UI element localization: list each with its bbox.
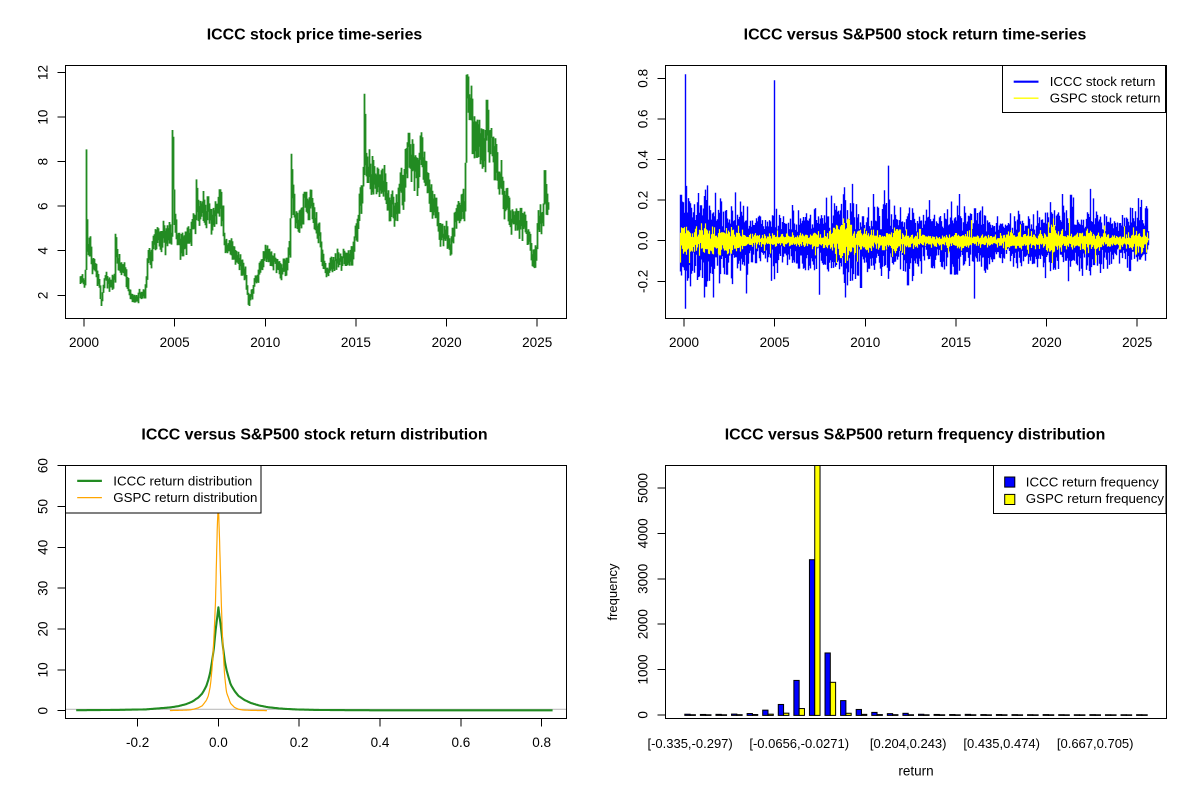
- svg-text:[0.204,0.243): [0.204,0.243): [870, 736, 947, 751]
- svg-text:2000: 2000: [669, 335, 699, 350]
- svg-text:8: 8: [35, 158, 50, 166]
- svg-text:0.4: 0.4: [635, 150, 650, 169]
- svg-text:0.4: 0.4: [371, 735, 390, 750]
- svg-text:ICCC return distribution: ICCC return distribution: [113, 473, 252, 488]
- svg-text:0.6: 0.6: [635, 110, 650, 129]
- svg-text:ICCC versus S&P500 stock retur: ICCC versus S&P500 stock return distribu…: [141, 427, 487, 444]
- svg-text:2010: 2010: [850, 335, 880, 350]
- svg-text:2020: 2020: [432, 335, 462, 350]
- svg-text:2015: 2015: [341, 335, 371, 350]
- svg-text:60: 60: [35, 458, 50, 473]
- svg-text:[0.435,0.474): [0.435,0.474): [963, 736, 1040, 751]
- svg-text:3000: 3000: [635, 564, 650, 594]
- svg-text:4: 4: [35, 246, 50, 254]
- svg-text:2025: 2025: [522, 335, 552, 350]
- svg-text:[-0.335,-0.297): [-0.335,-0.297): [647, 736, 732, 751]
- svg-text:GSPC stock return: GSPC stock return: [1050, 91, 1161, 106]
- svg-text:12: 12: [35, 65, 50, 80]
- svg-text:2005: 2005: [160, 335, 190, 350]
- svg-text:10: 10: [35, 110, 50, 125]
- svg-text:-0.2: -0.2: [126, 735, 149, 750]
- svg-text:0.8: 0.8: [532, 735, 551, 750]
- svg-text:ICCC versus S&P500 return freq: ICCC versus S&P500 return frequency dist…: [725, 427, 1106, 444]
- svg-text:0.0: 0.0: [209, 735, 228, 750]
- svg-text:2: 2: [35, 292, 50, 300]
- svg-text:2010: 2010: [250, 335, 280, 350]
- svg-text:10: 10: [35, 662, 50, 677]
- svg-text:ICCC return frequency: ICCC return frequency: [1026, 474, 1159, 489]
- svg-text:4000: 4000: [635, 518, 650, 548]
- svg-text:ICCC stock price time-series: ICCC stock price time-series: [207, 27, 423, 44]
- svg-text:6: 6: [35, 202, 50, 210]
- svg-text:ICCC versus S&P500 stock retur: ICCC versus S&P500 stock return time-ser…: [744, 27, 1087, 44]
- svg-text:2000: 2000: [635, 609, 650, 639]
- svg-text:2005: 2005: [760, 335, 790, 350]
- svg-text:5000: 5000: [635, 473, 650, 503]
- svg-text:return: return: [898, 764, 933, 779]
- svg-text:0: 0: [635, 711, 650, 719]
- svg-text:ICCC stock return: ICCC stock return: [1050, 74, 1156, 89]
- svg-text:0.6: 0.6: [452, 735, 471, 750]
- svg-text:2000: 2000: [69, 335, 99, 350]
- svg-text:[0.667,0.705): [0.667,0.705): [1057, 736, 1134, 751]
- svg-text:2020: 2020: [1032, 335, 1062, 350]
- svg-text:30: 30: [35, 581, 50, 596]
- svg-text:2015: 2015: [941, 335, 971, 350]
- svg-text:20: 20: [35, 621, 50, 636]
- svg-text:0.8: 0.8: [635, 69, 650, 88]
- svg-text:frequency: frequency: [605, 563, 620, 621]
- svg-text:0.2: 0.2: [290, 735, 309, 750]
- svg-text:GSPC return distribution: GSPC return distribution: [113, 490, 257, 505]
- svg-text:2025: 2025: [1122, 335, 1152, 350]
- svg-text:[-0.0656,-0.0271): [-0.0656,-0.0271): [749, 736, 849, 751]
- svg-text:0.2: 0.2: [635, 191, 650, 210]
- svg-text:0: 0: [35, 707, 50, 715]
- svg-text:50: 50: [35, 499, 50, 514]
- svg-text:-0.2: -0.2: [635, 270, 650, 293]
- svg-text:40: 40: [35, 540, 50, 555]
- svg-text:0.0: 0.0: [635, 231, 650, 250]
- svg-text:GSPC return frequency: GSPC return frequency: [1026, 491, 1165, 506]
- svg-text:1000: 1000: [635, 654, 650, 684]
